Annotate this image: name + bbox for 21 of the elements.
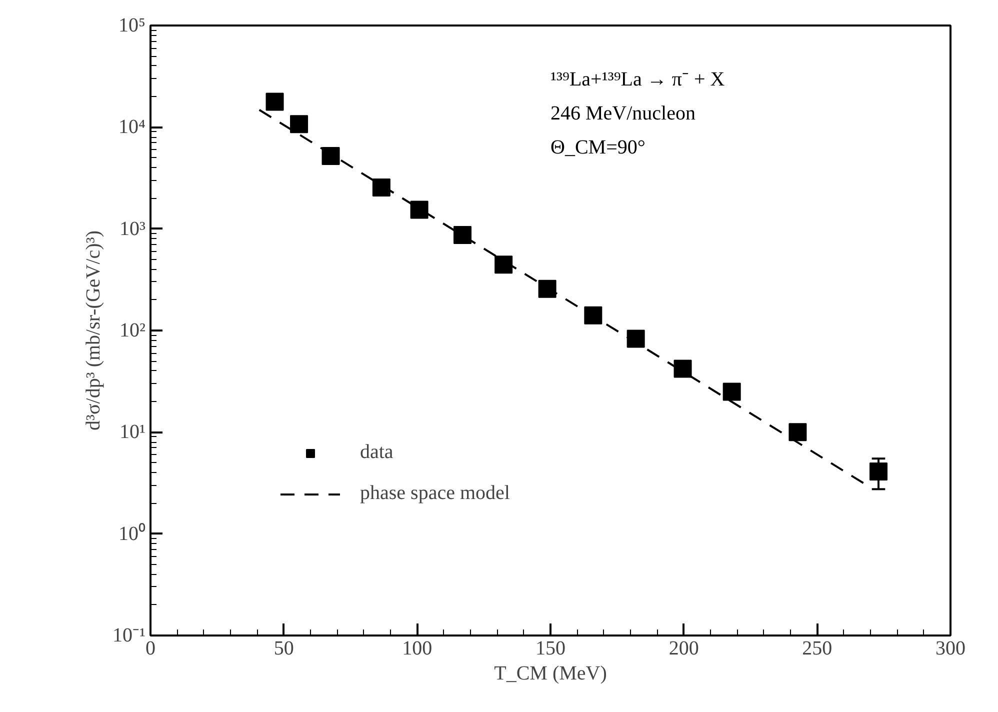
y-tick-label: 10⁴ [118, 116, 146, 138]
y-tick-label: 10² [120, 320, 146, 342]
x-tick-label: 50 [274, 638, 294, 660]
y-axis-title: d³σ/dp³ (mb/sr-(GeV/c)³) [82, 230, 105, 430]
x-tick-label: 200 [668, 638, 699, 660]
y-tick-label: 10⁻¹ [112, 624, 146, 646]
x-tick-label: 0 [146, 638, 156, 660]
x-tick-label: 300 [936, 638, 966, 660]
y-tick-label: 10⁰ [118, 522, 146, 545]
y-tick-label: 10¹ [120, 421, 146, 444]
y-tick-label: 10⁵ [118, 14, 146, 36]
annotation: ¹³⁹La+¹³⁹La → π⁻ + X [550, 68, 726, 90]
y-tick-label: 10³ [120, 218, 146, 240]
annotation: 246 MeV/nucleon [550, 102, 696, 124]
legend-label: data [360, 441, 394, 464]
legend-label: phase space model [360, 482, 510, 505]
x-axis-title: T_CM (MeV) [494, 662, 607, 684]
x-tick-label: 150 [536, 638, 566, 660]
x-tick-label: 100 [402, 638, 432, 660]
x-tick-label: 250 [802, 638, 832, 660]
annotation: Θ_CM=90° [550, 136, 646, 158]
